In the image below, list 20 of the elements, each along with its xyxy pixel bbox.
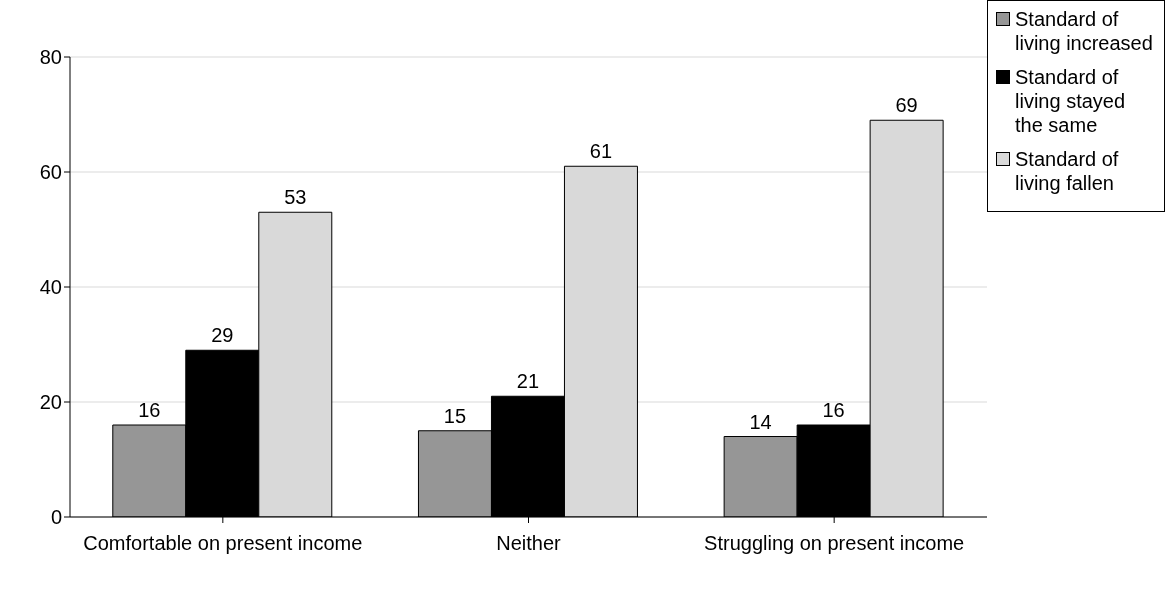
y-tick-label: 80 [39,46,62,69]
data-label: 69 [895,94,918,117]
data-label: 16 [138,399,161,421]
legend-label: Standard of living stayed the same [1015,65,1127,137]
data-label: 15 [443,404,467,427]
data-label: 29 [211,324,234,347]
x-tick-label: Struggling on present income [703,531,966,556]
legend-label: Standard of living increased [1015,7,1154,55]
y-tick-label: 0 [50,506,62,529]
data-label: 14 [749,410,772,433]
y-tick-label: 60 [39,161,62,184]
data-label: 61 [589,140,613,163]
data-label: 16 [822,399,845,421]
legend-label: Standard of living fallen [1015,147,1120,195]
x-tick-label: Neither [495,531,562,556]
data-label: 21 [516,370,540,393]
x-tick-label: Comfortable on present income [82,531,363,556]
y-tick-label: 20 [39,391,62,414]
y-tick-label: 40 [39,276,62,299]
data-label: 53 [284,186,307,209]
